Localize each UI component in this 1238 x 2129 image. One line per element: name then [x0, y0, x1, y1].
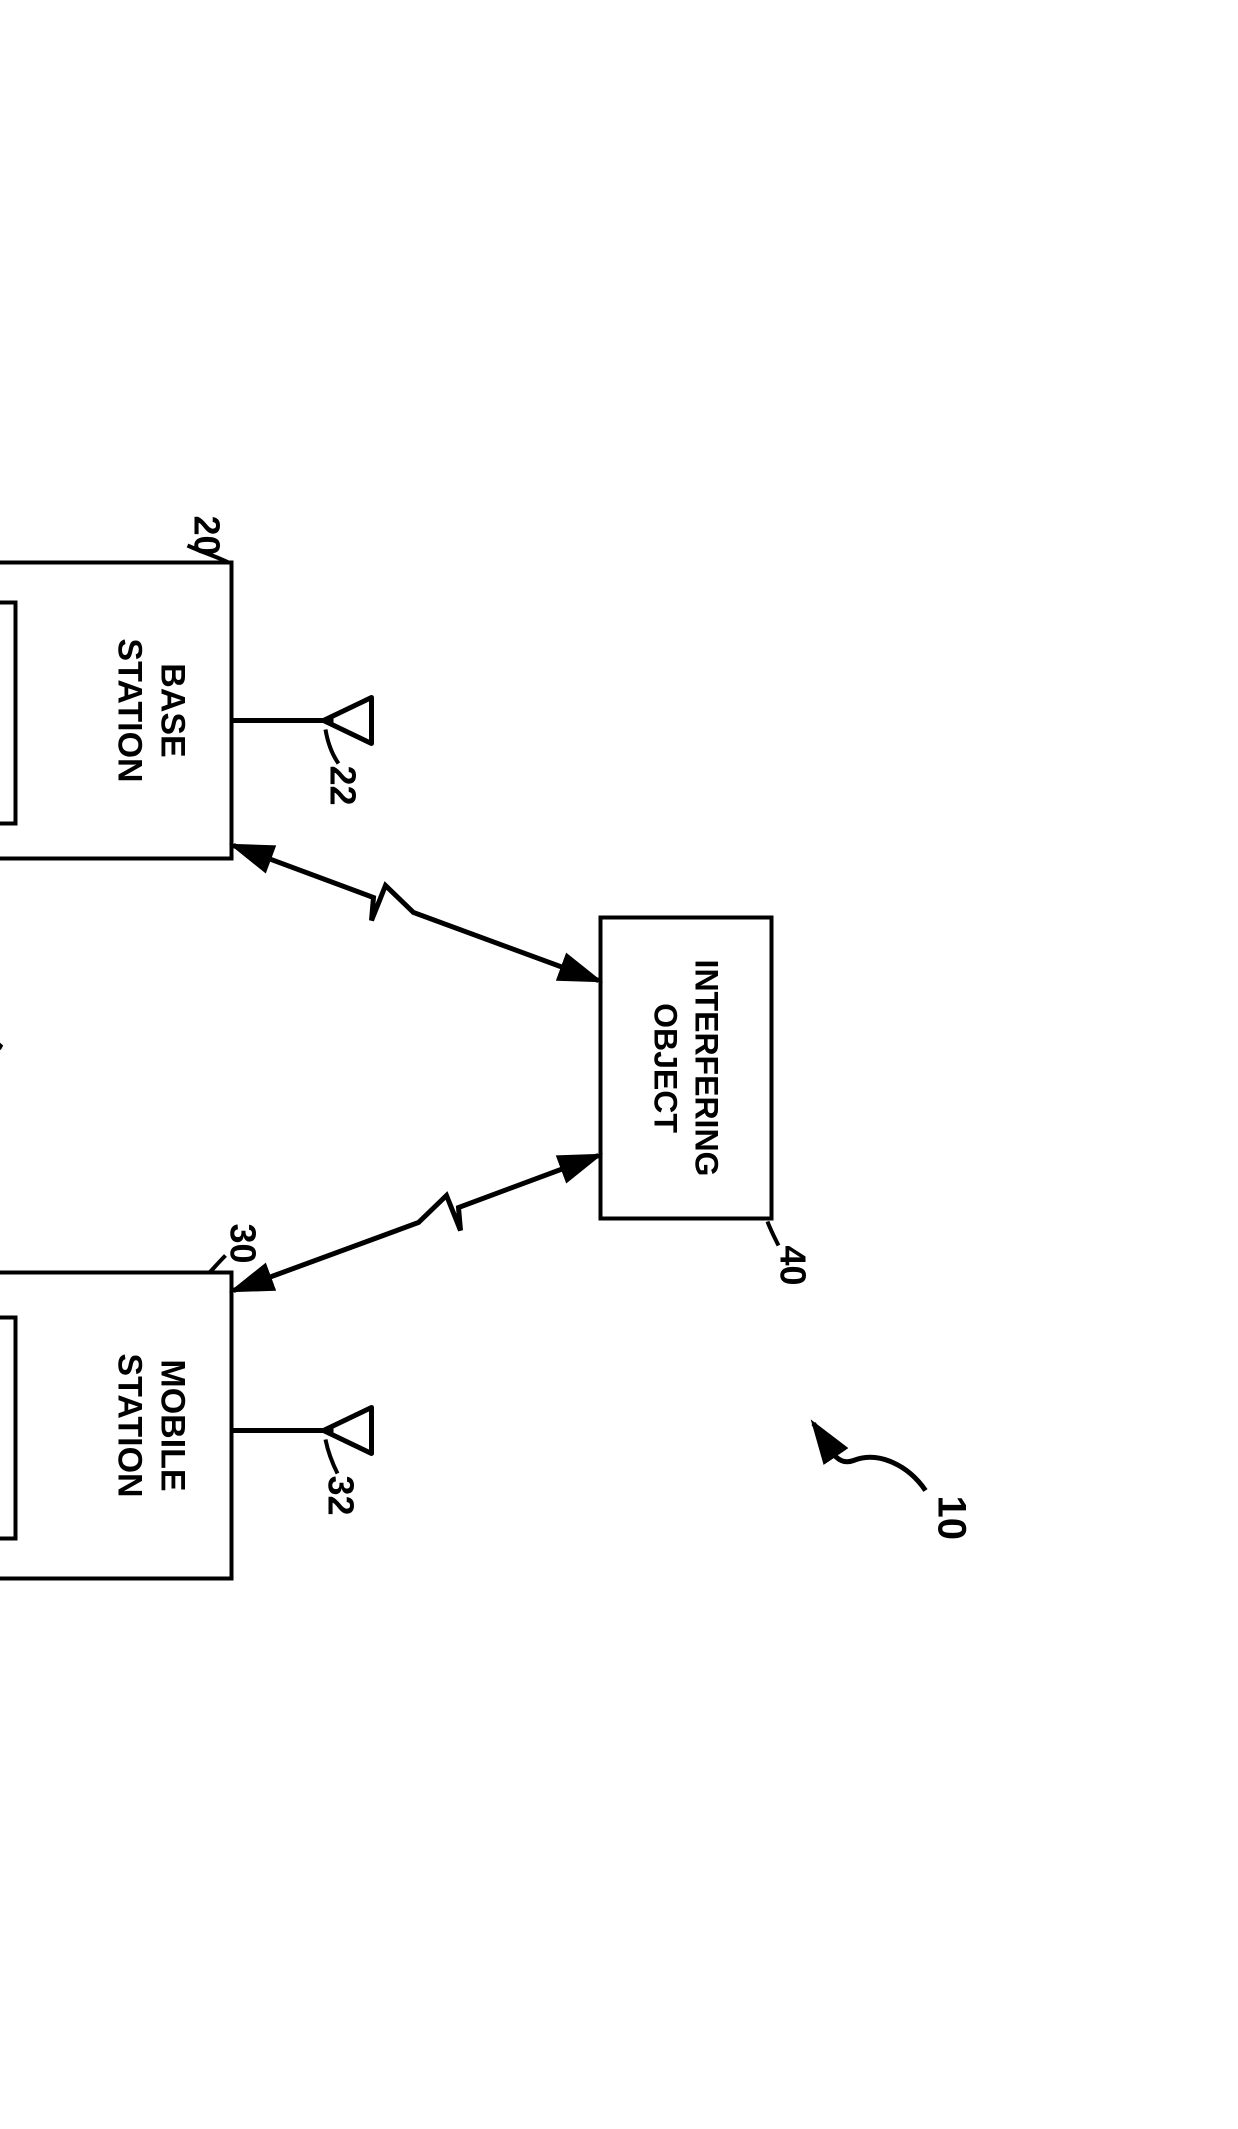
lead-lines: [0, 546, 779, 1534]
edge-base-mobile: [0, 861, 2, 1271]
base-antenna-icon: [234, 698, 372, 744]
diagram-svg: [0, 446, 1238, 1684]
edge-interfering-mobile: [234, 1156, 599, 1291]
ref-10-arrow: [814, 1424, 926, 1491]
mobile-antenna-icon: [234, 1408, 372, 1454]
edge-base-interfering: [234, 846, 599, 981]
